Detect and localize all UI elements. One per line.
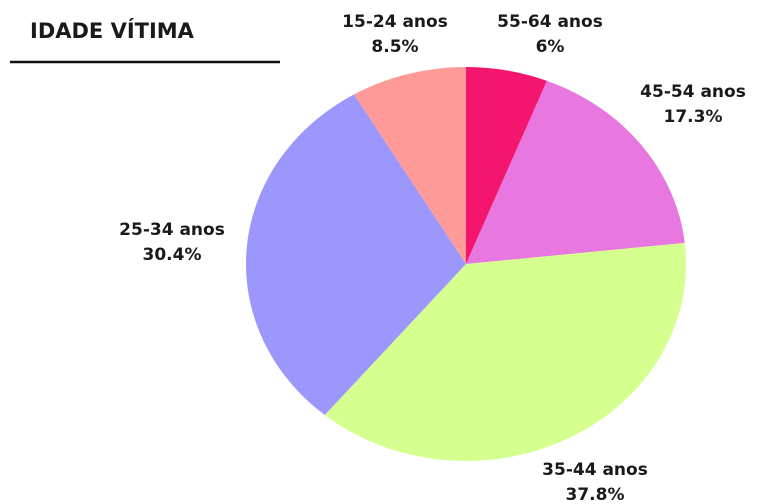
- chart-title: IDADE VÍTIMA: [30, 18, 195, 43]
- slice-value-label: 30.4%: [143, 245, 202, 265]
- slice-label: 25-34 anos: [119, 220, 225, 240]
- pie-slice: [466, 67, 547, 264]
- slice-label: 15-24 anos: [342, 12, 448, 32]
- slice-label: 35-44 anos: [542, 460, 648, 480]
- pie-slice: [354, 67, 466, 264]
- pie-slice: [324, 242, 686, 461]
- slice-value-label: 8.5%: [371, 37, 418, 57]
- pie-slice: [466, 80, 685, 264]
- slice-label: 55-64 anos: [497, 12, 603, 32]
- slice-value-label: 6%: [536, 37, 565, 57]
- slice-value-label: 37.8%: [566, 485, 625, 504]
- slice-label: 45-54 anos: [640, 82, 746, 102]
- pie-slice: [245, 94, 466, 415]
- slice-value-label: 17.3%: [664, 107, 723, 127]
